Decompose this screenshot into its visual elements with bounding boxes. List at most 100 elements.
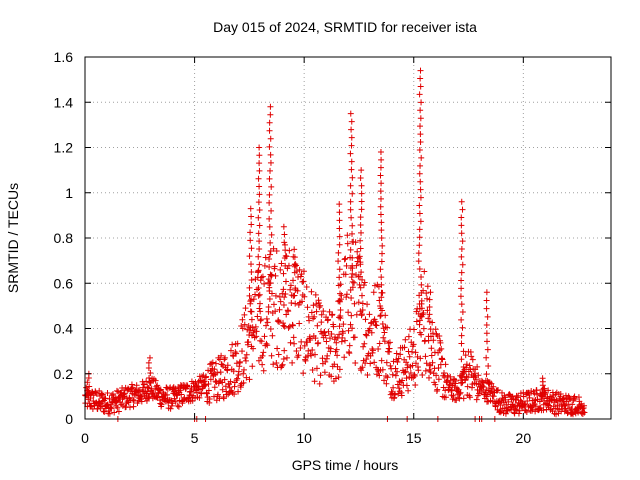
data-point <box>266 263 273 270</box>
data-point <box>463 361 470 368</box>
data-point <box>267 111 274 118</box>
data-point <box>422 353 429 360</box>
data-point <box>184 383 191 390</box>
data-point <box>468 353 475 360</box>
data-point <box>335 282 342 289</box>
data-point <box>540 385 547 392</box>
data-point <box>255 285 262 292</box>
data-point <box>387 362 394 369</box>
data-point <box>351 300 358 307</box>
data-point <box>347 286 354 293</box>
data-point <box>379 366 386 373</box>
data-point <box>328 373 335 380</box>
data-point <box>263 340 270 347</box>
data-point <box>257 317 264 324</box>
data-point <box>581 402 588 409</box>
data-point <box>416 329 423 336</box>
data-point <box>340 330 347 337</box>
data-point <box>256 238 263 245</box>
data-point <box>262 254 269 261</box>
data-point <box>257 308 264 315</box>
data-point <box>267 279 274 286</box>
data-point <box>417 131 424 138</box>
data-point <box>256 291 263 298</box>
data-point <box>394 358 401 365</box>
data-point <box>542 389 549 396</box>
data-point <box>129 384 136 391</box>
data-point <box>300 278 307 285</box>
data-point <box>336 290 343 297</box>
data-point <box>279 361 286 368</box>
data-point <box>475 372 482 379</box>
data-point <box>540 407 547 414</box>
data-point <box>348 274 355 281</box>
data-point <box>382 312 389 319</box>
data-point <box>349 174 356 181</box>
data-point <box>358 311 365 318</box>
data-point <box>336 241 343 248</box>
data-point <box>266 119 273 126</box>
data-point <box>232 349 239 356</box>
data-point <box>347 206 354 213</box>
data-point <box>177 387 184 394</box>
data-point <box>145 359 152 366</box>
data-point <box>295 274 302 281</box>
data-point <box>384 374 391 381</box>
data-point <box>333 346 340 353</box>
data-point <box>322 358 329 365</box>
data-point <box>348 214 355 221</box>
data-point <box>462 377 469 384</box>
data-point <box>434 386 441 393</box>
data-point <box>267 151 274 158</box>
x-tick-label: 0 <box>81 430 89 446</box>
data-point <box>234 375 241 382</box>
data-point <box>428 345 435 352</box>
data-point <box>368 329 375 336</box>
data-point <box>397 351 404 358</box>
data-point <box>460 364 467 371</box>
data-point <box>266 255 273 262</box>
data-point <box>247 300 254 307</box>
data-point <box>222 354 229 361</box>
data-point <box>544 394 551 401</box>
data-point <box>349 238 356 245</box>
data-point <box>497 402 504 409</box>
data-point <box>268 352 275 359</box>
data-point <box>248 221 255 228</box>
data-point <box>377 195 384 202</box>
data-point <box>316 380 323 387</box>
data-point <box>464 383 471 390</box>
data-point <box>241 311 248 318</box>
data-point <box>485 362 492 369</box>
data-point <box>412 349 419 356</box>
data-point <box>392 365 399 372</box>
data-point <box>335 249 342 256</box>
data-point <box>278 260 285 267</box>
data-point <box>349 190 356 197</box>
data-point <box>421 268 428 275</box>
y-tick-label: 0.8 <box>54 230 74 246</box>
data-point <box>378 258 385 265</box>
data-point <box>416 170 423 177</box>
data-point <box>324 352 331 359</box>
data-point <box>383 359 390 366</box>
data-point <box>484 313 491 320</box>
data-point <box>359 276 366 283</box>
data-point <box>398 392 405 399</box>
data-point <box>239 316 246 323</box>
data-point <box>336 314 343 321</box>
data-point <box>261 280 268 287</box>
data-point <box>458 214 465 221</box>
data-point <box>371 359 378 366</box>
data-point <box>416 234 423 241</box>
data-point <box>362 316 369 323</box>
x-tick-label: 10 <box>296 430 312 446</box>
data-point <box>458 277 465 284</box>
data-point <box>459 324 466 331</box>
data-point <box>415 367 422 374</box>
data-point <box>219 386 226 393</box>
data-point <box>289 359 296 366</box>
data-point <box>285 308 292 315</box>
data-point <box>483 322 490 329</box>
data-point <box>429 330 436 337</box>
